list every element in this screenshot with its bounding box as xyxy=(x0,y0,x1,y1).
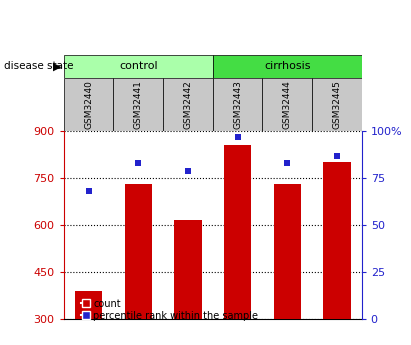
Point xyxy=(185,168,191,173)
Text: GSM32441: GSM32441 xyxy=(134,80,143,129)
Bar xyxy=(323,162,351,319)
Bar xyxy=(174,220,201,319)
Bar xyxy=(213,55,362,78)
Point xyxy=(234,134,241,139)
Point xyxy=(135,160,141,166)
Bar xyxy=(64,55,213,78)
Point xyxy=(284,160,291,166)
Point xyxy=(85,188,92,194)
Bar xyxy=(274,184,301,319)
Text: ▶: ▶ xyxy=(53,61,62,71)
Text: disease state: disease state xyxy=(4,61,74,71)
Bar xyxy=(113,78,163,131)
Text: GSM32443: GSM32443 xyxy=(233,80,242,129)
Text: GSM32440: GSM32440 xyxy=(84,80,93,129)
Bar xyxy=(163,78,213,131)
Bar xyxy=(75,291,102,319)
Bar xyxy=(125,184,152,319)
Text: GSM32445: GSM32445 xyxy=(332,80,342,129)
Text: GSM32442: GSM32442 xyxy=(183,80,192,129)
Text: cirrhosis: cirrhosis xyxy=(264,61,310,71)
Legend: count, percentile rank within the sample: count, percentile rank within the sample xyxy=(77,295,262,325)
Bar xyxy=(213,78,262,131)
Bar xyxy=(64,78,113,131)
Bar xyxy=(262,78,312,131)
Text: control: control xyxy=(119,61,157,71)
Title: GDS1354 / 1388089_a_at: GDS1354 / 1388089_a_at xyxy=(133,116,293,129)
Text: GSM32444: GSM32444 xyxy=(283,80,292,129)
Point xyxy=(334,153,340,158)
Bar xyxy=(224,145,251,319)
Bar xyxy=(312,78,362,131)
